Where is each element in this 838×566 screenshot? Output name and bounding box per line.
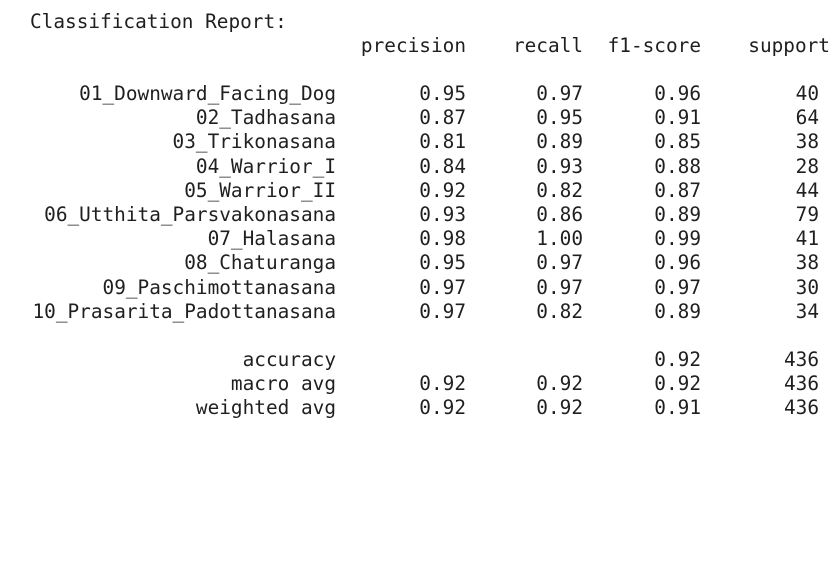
report-row: 06_Utthita_Parsvakonasana 0.93 0.86 0.89… xyxy=(30,203,830,227)
weighted-avg-label: weighted avg xyxy=(195,396,336,420)
header-precision: precision xyxy=(360,34,466,57)
f1-score-value: 0.87 xyxy=(654,178,701,202)
macro-avg-support-value: 436 xyxy=(783,372,819,396)
precision-value: 0.81 xyxy=(419,130,466,154)
support-value: 64 xyxy=(795,106,819,130)
macro-avg-precision-value: 0.92 xyxy=(419,372,466,396)
f1-score-value: 0.97 xyxy=(654,275,701,299)
report-row: 09_Paschimottanasana 0.97 0.97 0.97 30 xyxy=(30,276,830,300)
recall-value: 0.97 xyxy=(536,251,583,275)
report-row: 03_Trikonasana 0.81 0.89 0.85 38 xyxy=(30,130,830,154)
accuracy-row: accuracy 0.92 436 xyxy=(30,348,830,372)
recall-value: 0.89 xyxy=(536,130,583,154)
precision-value: 0.97 xyxy=(419,299,466,323)
report-row: 04_Warrior_I 0.84 0.93 0.88 28 xyxy=(30,155,830,179)
report-row: 02_Tadhasana 0.87 0.95 0.91 64 xyxy=(30,106,830,130)
class-label: 05_Warrior_II xyxy=(184,178,336,202)
f1-score-value: 0.91 xyxy=(654,106,701,130)
report-row: 08_Chaturanga 0.95 0.97 0.96 38 xyxy=(30,251,830,275)
recall-value: 1.00 xyxy=(536,227,583,251)
class-label: 04_Warrior_I xyxy=(195,154,336,178)
support-value: 40 xyxy=(795,82,819,105)
weighted-avg-row: weighted avg 0.92 0.92 0.91 436 xyxy=(30,396,830,420)
f1-score-value: 0.89 xyxy=(654,299,701,323)
macro-avg-row: macro avg 0.92 0.92 0.92 436 xyxy=(30,372,830,396)
report-row: 07_Halasana 0.98 1.00 0.99 41 xyxy=(30,227,830,251)
recall-value: 0.82 xyxy=(536,178,583,202)
f1-score-value: 0.96 xyxy=(654,82,701,105)
header-f1-score: f1-score xyxy=(607,34,701,57)
recall-value: 0.86 xyxy=(536,202,583,226)
precision-value: 0.87 xyxy=(419,106,466,130)
report-row: 01_Downward_Facing_Dog 0.95 0.97 0.96 40 xyxy=(30,82,830,106)
accuracy-f1-score-value: 0.92 xyxy=(654,347,701,371)
support-value: 38 xyxy=(795,130,819,154)
weighted-avg-support-value: 436 xyxy=(783,396,819,420)
support-value: 28 xyxy=(795,154,819,178)
support-value: 34 xyxy=(795,299,819,323)
support-value: 30 xyxy=(795,275,819,299)
f1-score-value: 0.88 xyxy=(654,154,701,178)
recall-value: 0.95 xyxy=(536,106,583,130)
report-row: 05_Warrior_II 0.92 0.82 0.87 44 xyxy=(30,179,830,203)
macro-avg-f1-score-value: 0.92 xyxy=(654,372,701,396)
row-spacer xyxy=(30,324,830,348)
f1-score-value: 0.99 xyxy=(654,227,701,251)
class-label: 06_Utthita_Parsvakonasana xyxy=(44,202,336,226)
accuracy-label: accuracy xyxy=(242,347,336,371)
precision-value: 0.95 xyxy=(419,82,466,105)
f1-score-value: 0.89 xyxy=(654,202,701,226)
header-support: support xyxy=(748,34,830,57)
class-label: 01_Downward_Facing_Dog xyxy=(79,82,336,105)
classification-report: Classification Report: precision recall … xyxy=(30,10,830,420)
recall-value: 0.93 xyxy=(536,154,583,178)
class-label: 09_Paschimottanasana xyxy=(102,275,336,299)
report-header-row: precision recall f1-score support xyxy=(30,34,830,60)
support-value: 38 xyxy=(795,251,819,275)
precision-value: 0.84 xyxy=(419,154,466,178)
recall-value: 0.97 xyxy=(536,82,583,105)
class-label: 08_Chaturanga xyxy=(184,251,336,275)
class-label: 02_Tadhasana xyxy=(195,106,336,130)
weighted-avg-precision-value: 0.92 xyxy=(419,396,466,420)
precision-value: 0.98 xyxy=(419,227,466,251)
support-value: 44 xyxy=(795,178,819,202)
accuracy-support-value: 436 xyxy=(783,347,819,371)
macro-avg-label: macro avg xyxy=(230,372,336,396)
f1-score-value: 0.85 xyxy=(654,130,701,154)
support-value: 41 xyxy=(795,227,819,251)
class-label: 07_Halasana xyxy=(207,227,336,251)
header-recall: recall xyxy=(512,34,583,57)
recall-value: 0.97 xyxy=(536,275,583,299)
class-label: 03_Trikonasana xyxy=(172,130,336,154)
precision-value: 0.97 xyxy=(419,275,466,299)
precision-value: 0.92 xyxy=(419,178,466,202)
precision-value: 0.95 xyxy=(419,251,466,275)
weighted-avg-recall-value: 0.92 xyxy=(536,396,583,420)
recall-value: 0.82 xyxy=(536,299,583,323)
weighted-avg-f1-score-value: 0.91 xyxy=(654,396,701,420)
f1-score-value: 0.96 xyxy=(654,251,701,275)
precision-value: 0.93 xyxy=(419,202,466,226)
report-row: 10_Prasarita_Padottanasana 0.97 0.82 0.8… xyxy=(30,300,830,324)
report-title: Classification Report: xyxy=(30,10,287,33)
macro-avg-recall-value: 0.92 xyxy=(536,372,583,396)
support-value: 79 xyxy=(795,202,819,226)
class-label: 10_Prasarita_Padottanasana xyxy=(32,299,336,323)
